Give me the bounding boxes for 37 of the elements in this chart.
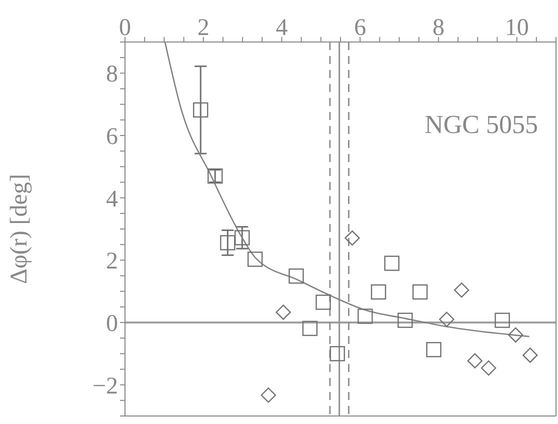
annotation: NGC 5055 — [424, 110, 538, 140]
x-tick-label: 10 — [504, 15, 529, 41]
point — [398, 312, 413, 328]
point — [508, 327, 524, 343]
point — [370, 284, 386, 300]
point — [467, 353, 482, 368]
x-tick-label: 4 — [276, 15, 288, 41]
y-tick-label: −2 — [92, 373, 118, 400]
point — [247, 252, 263, 267]
point — [358, 308, 373, 324]
point — [288, 268, 304, 284]
point — [220, 235, 236, 250]
point — [384, 256, 400, 271]
y-tick-label: 8 — [106, 62, 118, 88]
point — [330, 346, 345, 362]
y-tick-label: 6 — [106, 124, 118, 150]
point — [316, 294, 331, 310]
point — [522, 348, 538, 363]
point — [193, 102, 208, 118]
y-tick-label: 0 — [106, 311, 118, 338]
point — [302, 320, 318, 336]
point — [454, 282, 470, 298]
y-axis-title: Δφ(r) [deg] — [6, 174, 33, 284]
y-tick-label: 2 — [106, 248, 118, 275]
point — [426, 342, 442, 358]
point — [481, 360, 496, 376]
y-tick-label: 4 — [106, 186, 118, 212]
x-tick-label: 2 — [197, 15, 210, 41]
point — [260, 388, 276, 403]
point — [344, 230, 360, 246]
point — [412, 284, 428, 300]
x-tick-label: 8 — [432, 15, 444, 41]
point — [439, 312, 454, 327]
point — [494, 312, 510, 328]
x-tick-label: 6 — [354, 15, 366, 41]
point — [234, 230, 250, 246]
point — [276, 304, 291, 320]
